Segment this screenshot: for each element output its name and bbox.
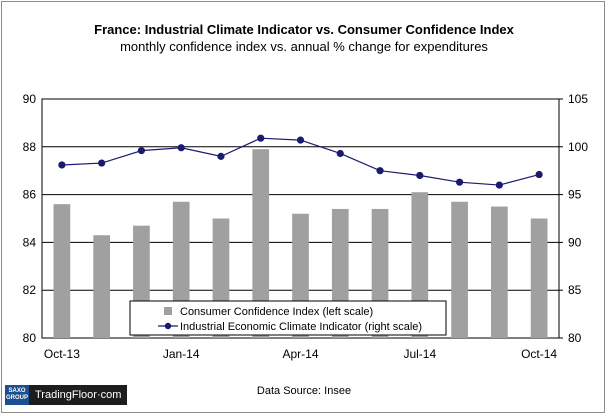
line-point: [336, 149, 344, 158]
chart-subtitle: monthly confidence index vs. annual % ch…: [120, 39, 488, 54]
group-text: GROUP: [5, 395, 28, 401]
legend-box: [129, 300, 447, 336]
legend-bar-swatch: [164, 307, 172, 315]
line-point: [416, 171, 424, 180]
line-point: [58, 161, 66, 169]
bar: [451, 201, 468, 338]
right-tick-label: 85: [568, 283, 582, 297]
right-tick-label: 100: [568, 140, 588, 154]
legend-bar-label: Consumer Confidence Index (left scale): [180, 306, 373, 318]
data-source: Data Source: Insee: [256, 385, 352, 397]
line-point: [217, 152, 225, 160]
left-tick-label: 80: [23, 331, 37, 345]
line-point: [455, 178, 464, 186]
bar: [252, 149, 270, 338]
bar: [530, 218, 548, 338]
bar: [53, 204, 71, 338]
left-tick-label: 82: [23, 283, 37, 297]
bar: [490, 206, 508, 338]
x-tick-label: Jul-14: [403, 347, 436, 361]
legend-line-label: Industrial Economic Climate Indicator (r…: [180, 321, 422, 333]
bar: [93, 235, 111, 338]
line-point: [177, 144, 185, 152]
right-tick-label: 105: [568, 92, 588, 106]
left-tick-label: 86: [23, 188, 37, 202]
saxo-text: SAXO: [8, 388, 26, 394]
right-tick-label: 95: [568, 188, 582, 202]
line-point: [296, 136, 305, 144]
legend-line-marker: [164, 322, 172, 330]
saxo-group-mark: SAXO GROUP: [5, 385, 29, 405]
chart-title: France: Industrial Climate Indicator vs.…: [94, 22, 514, 37]
right-tick-label: 90: [568, 235, 582, 249]
x-tick-label: Oct-13: [44, 347, 80, 361]
x-tick-label: Apr-14: [282, 347, 318, 361]
line-point: [257, 134, 265, 142]
right-tick-label: 80: [568, 331, 582, 345]
tradingfloor-logo: SAXO GROUP TradingFloor·com: [5, 385, 128, 405]
tradingfloor-wordmark: TradingFloor·com: [29, 385, 128, 405]
left-tick-label: 88: [23, 140, 37, 154]
line-point: [137, 147, 146, 155]
line-point: [98, 159, 106, 167]
line-point: [376, 167, 384, 175]
line-point: [495, 181, 503, 189]
left-tick-label: 90: [23, 92, 37, 106]
x-tick-label: Oct-14: [521, 347, 557, 361]
x-tick-label: Jan-14: [163, 347, 200, 361]
line-point: [535, 170, 543, 179]
left-tick-label: 84: [23, 235, 37, 249]
